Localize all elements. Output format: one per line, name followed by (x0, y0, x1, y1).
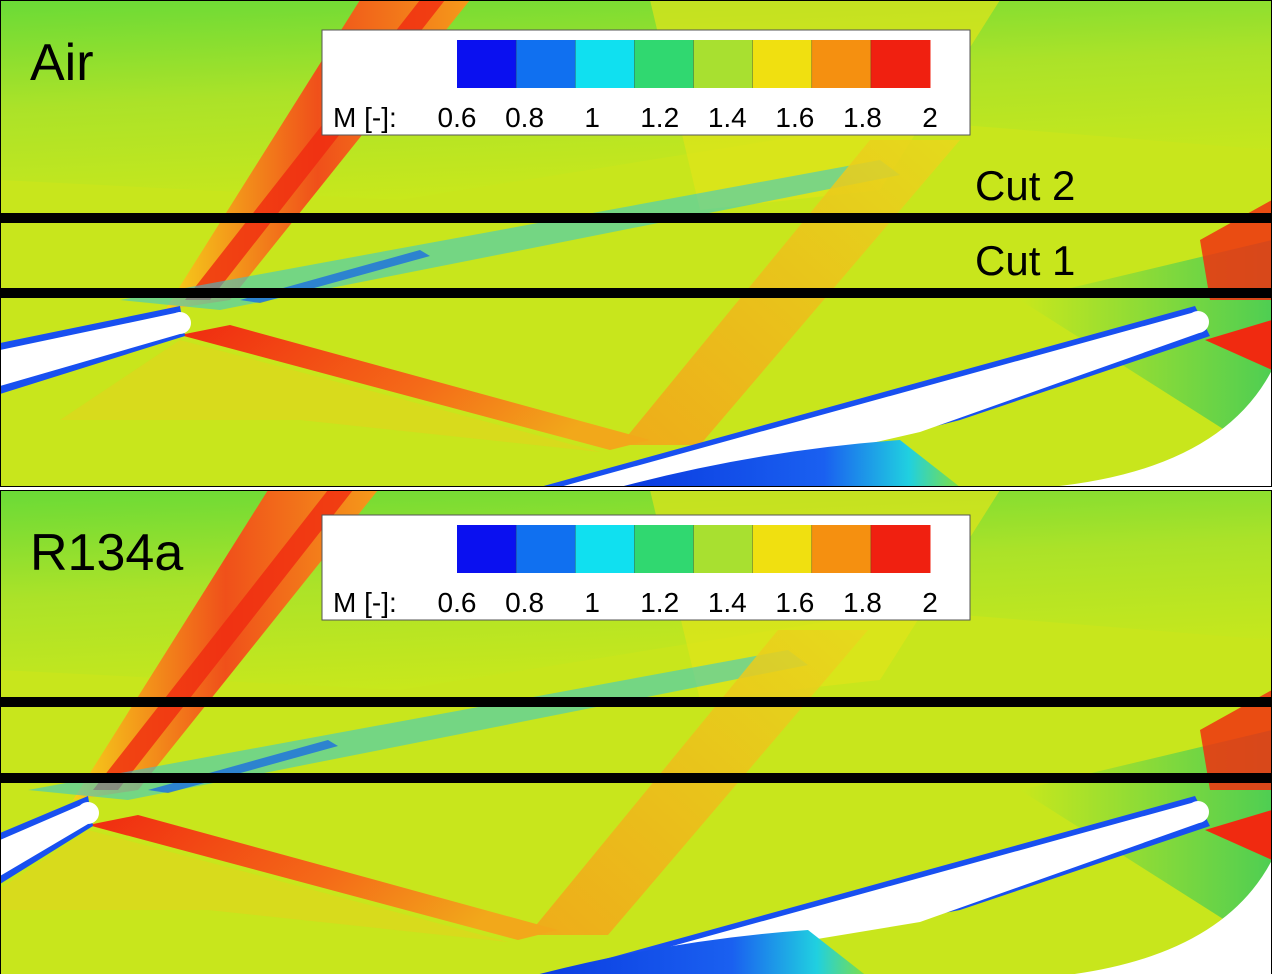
colorbar-segment (634, 40, 694, 88)
blade-2-le (1187, 801, 1209, 823)
colorbar-label: M [-]: (333, 102, 397, 133)
panel: Air M [-]: 0.6 0.8 1 1.2 1.4 1.6 1.8 2 Cut 2 Cut 1 (0, 0, 1272, 487)
colorbar-segment (871, 525, 931, 573)
blade-1-le (77, 802, 99, 824)
cut-line (0, 288, 1272, 298)
colorbar-tick-label: 1.8 (843, 102, 882, 133)
cut-line (0, 213, 1272, 223)
colorbar-tick-label: 1.4 (708, 587, 747, 618)
colorbar-tick-label: 1.2 (640, 587, 679, 618)
colorbar-tick-label: 0.6 (438, 102, 477, 133)
colorbar-segment (753, 525, 813, 573)
colorbar-tick-label: 2 (922, 587, 938, 618)
cut-line (0, 697, 1272, 707)
colorbar-segment (457, 525, 517, 573)
colorbar-tick-label: 1.2 (640, 102, 679, 133)
colorbar-segment (516, 525, 576, 573)
colorbar-segment (753, 40, 813, 88)
figure: Air M [-]: 0.6 0.8 1 1.2 1.4 1.6 1.8 2 Cut 2 Cut 1 R… (0, 0, 1272, 974)
colorbar-tick-label: 1 (584, 102, 600, 133)
colorbar-segment (575, 525, 635, 573)
blade-2-le (1187, 311, 1209, 333)
cut-label: Cut 1 (975, 237, 1075, 284)
colorbar-tick-label: 1.6 (775, 587, 814, 618)
colorbar-tick-label: 1 (584, 587, 600, 618)
colorbar-segment (516, 40, 576, 88)
colorbar-tick-label: 0.8 (505, 587, 544, 618)
colorbar-tick-label: 1.8 (843, 587, 882, 618)
colorbar-segment (694, 40, 754, 88)
colorbar-segment (871, 40, 931, 88)
colorbar-label: M [-]: (333, 587, 397, 618)
colorbar-segment (457, 40, 517, 88)
cut-label: Cut 2 (975, 162, 1075, 209)
panel-label: R134a (30, 524, 183, 582)
cut-line (0, 773, 1272, 783)
blade-1-le (169, 312, 191, 334)
colorbar-segment (812, 40, 872, 88)
colorbar-segment (575, 40, 635, 88)
colorbar-tick-label: 0.8 (505, 102, 544, 133)
colorbar-tick-label: 1.4 (708, 102, 747, 133)
page: {"panels": [ {"label": "Air", "colorbar"… (0, 0, 1272, 974)
colorbar-segment (694, 525, 754, 573)
panel: R134a M [-]: 0.6 0.8 1 1.2 1.4 1.6 1.8 2 (0, 490, 1272, 974)
panel-label: Air (30, 34, 94, 92)
colorbar-segment (634, 525, 694, 573)
colorbar-tick-label: 0.6 (438, 587, 477, 618)
colorbar-tick-label: 1.6 (775, 102, 814, 133)
colorbar-segment (812, 525, 872, 573)
colorbar-tick-label: 2 (922, 102, 938, 133)
